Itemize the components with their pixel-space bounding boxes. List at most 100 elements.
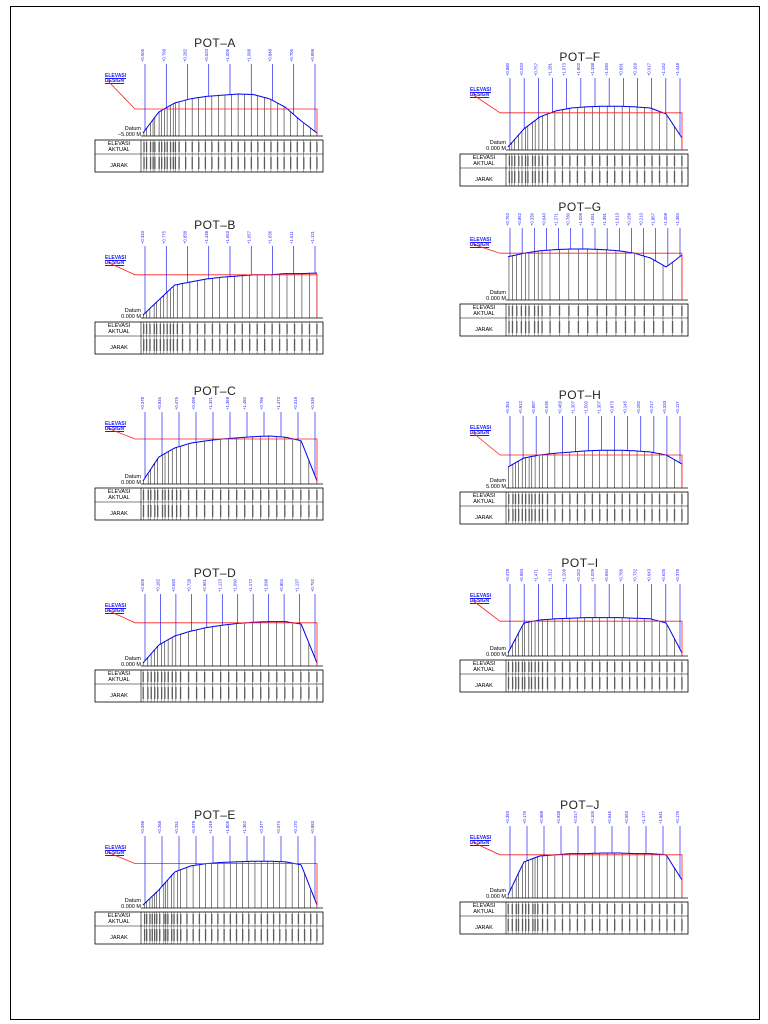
- table-cell-mark: [546, 919, 549, 931]
- table-cell-mark: [584, 662, 586, 672]
- table-cell-mark: [198, 929, 201, 941]
- table-cell-mark: [561, 662, 564, 672]
- table-cell-mark: [189, 339, 191, 351]
- table-cell-mark: [636, 156, 638, 166]
- table-cell-mark: [628, 494, 631, 504]
- elevasi-design-line1: ELEVASI: [470, 237, 492, 243]
- data-table-border: [459, 901, 689, 935]
- table-cell-mark: [153, 324, 155, 334]
- elevation-marker-label: +0.176: [522, 810, 527, 824]
- table-cell-mark: [531, 156, 534, 166]
- table-cell-mark: [614, 509, 616, 521]
- elevation-marker-label: +0.799: [161, 48, 166, 62]
- table-cell-mark: [224, 157, 226, 169]
- table-cell-mark: [569, 662, 571, 672]
- table-cell-mark: [268, 490, 270, 500]
- elevation-marker-label: +1.098: [246, 48, 251, 62]
- table-cell-mark: [576, 677, 579, 689]
- table-cell-mark: [252, 505, 254, 517]
- datum-text: Datum: [489, 888, 506, 894]
- table-cell-mark: [628, 904, 631, 914]
- elevation-marker-label: +1.805: [225, 820, 230, 834]
- datum-value: 0.000 M: [121, 662, 141, 668]
- table-cell-mark: [528, 904, 530, 914]
- elevation-marker-label: +0.378: [675, 568, 680, 582]
- elevation-marker-label: +0.891: [618, 62, 623, 76]
- table-cell-mark: [219, 324, 221, 334]
- elevation-marker-label: +0.728: [186, 578, 191, 592]
- table-cell-mark: [520, 306, 523, 316]
- elevation-marker-label: +0.646: [607, 810, 612, 824]
- table-cell-mark: [163, 914, 165, 924]
- table-cell-mark: [606, 171, 608, 183]
- table-cell-mark: [176, 324, 179, 334]
- profile-drawing: +0.393 +0.176 +0.989 +0.938 +0.017 +0.105 +0.6…: [459, 810, 689, 935]
- table-cell-mark: [164, 157, 166, 169]
- table-cell-mark: [628, 919, 631, 931]
- table-cell-mark: [576, 904, 579, 914]
- elevation-marker-label: +1.636: [268, 230, 273, 244]
- table-cell-mark: [517, 509, 520, 521]
- table-cell-mark: [546, 156, 549, 166]
- table-cell-mark: [226, 324, 229, 334]
- table-cell-mark: [149, 929, 151, 941]
- table-cell-mark: [554, 677, 556, 689]
- elevation-marker-label: +1.249: [208, 820, 213, 834]
- table-cell-mark: [164, 142, 166, 152]
- table-cell-mark: [615, 306, 617, 316]
- table-cell-mark: [236, 505, 238, 517]
- datum-text: Datum: [124, 656, 141, 662]
- ground-profile-line: [142, 435, 318, 482]
- elevasi-design-line1: ELEVASI: [470, 835, 492, 841]
- elevasi-design-line1: ELEVASI: [470, 87, 492, 93]
- data-table-border: [94, 487, 324, 521]
- table-cell-mark: [605, 306, 608, 316]
- table-cell-mark: [525, 904, 527, 914]
- table-cell-mark: [248, 929, 250, 941]
- table-cell-mark: [643, 662, 646, 672]
- table-cell-mark: [252, 672, 254, 682]
- table-cell-mark: [157, 672, 159, 682]
- table-cell-mark: [561, 171, 564, 183]
- elevation-marker-label: +0.483: [557, 400, 562, 414]
- elevation-marker-label: +0.912: [518, 400, 523, 414]
- table-cell-mark: [591, 904, 594, 914]
- table-cell-mark: [651, 171, 653, 183]
- table-cell-mark: [203, 505, 206, 517]
- table-cell-mark: [159, 929, 161, 941]
- table-cell-mark: [643, 677, 646, 689]
- datum-value: 0.000 M: [121, 314, 141, 320]
- table-cell-mark: [310, 914, 312, 924]
- table-cell-mark: [186, 914, 188, 924]
- table-cell-mark: [228, 672, 230, 682]
- datum-text: Datum: [124, 126, 141, 132]
- table-cell-mark: [145, 157, 148, 169]
- table-cell-mark: [534, 919, 536, 931]
- elevation-marker-label: +0.553: [624, 810, 629, 824]
- table-cell-mark: [203, 672, 206, 682]
- table-cell-mark: [605, 321, 608, 333]
- table-cell-mark: [568, 321, 570, 333]
- table-cell-mark: [159, 324, 162, 334]
- elevation-marker-label: +0.252: [576, 568, 581, 582]
- datum-text: Datum: [489, 646, 506, 652]
- elevation-marker-label: +0.752: [310, 578, 315, 592]
- table-cell-mark: [653, 321, 655, 333]
- table-cell-mark: [161, 142, 163, 152]
- table-cell-mark: [145, 324, 148, 334]
- table-cell-mark: [256, 339, 258, 351]
- elevasi-design-line1: ELEVASI: [105, 603, 127, 609]
- table-cell-mark: [230, 142, 233, 152]
- table-cell-mark: [219, 339, 221, 351]
- datum-label: Datum 0.000 M: [103, 308, 141, 320]
- table-cell-mark: [584, 494, 586, 504]
- table-cell-mark: [512, 494, 514, 504]
- table-cell-mark: [628, 509, 631, 521]
- table-cell-mark: [666, 509, 668, 521]
- elevation-marker-label: +0.873: [610, 400, 615, 414]
- elevation-marker-label: +1.051: [590, 212, 595, 226]
- elevation-marker-label: +1.369: [225, 396, 230, 410]
- elevation-marker-label: +0.268: [157, 820, 162, 834]
- table-cell-mark: [192, 929, 194, 941]
- table-cell-mark: [681, 306, 683, 316]
